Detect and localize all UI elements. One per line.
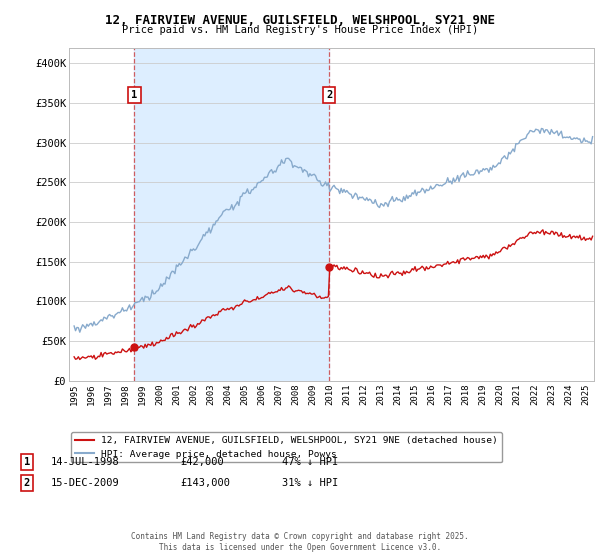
Text: Contains HM Land Registry data © Crown copyright and database right 2025.
This d: Contains HM Land Registry data © Crown c… (131, 532, 469, 552)
Text: 47% ↓ HPI: 47% ↓ HPI (282, 457, 338, 467)
Text: 2: 2 (326, 90, 332, 100)
Text: 14-JUL-1998: 14-JUL-1998 (51, 457, 120, 467)
Text: 31% ↓ HPI: 31% ↓ HPI (282, 478, 338, 488)
Text: 2: 2 (24, 478, 30, 488)
Text: 12, FAIRVIEW AVENUE, GUILSFIELD, WELSHPOOL, SY21 9NE: 12, FAIRVIEW AVENUE, GUILSFIELD, WELSHPO… (105, 14, 495, 27)
Text: 1: 1 (131, 90, 137, 100)
Text: 15-DEC-2009: 15-DEC-2009 (51, 478, 120, 488)
Text: Price paid vs. HM Land Registry's House Price Index (HPI): Price paid vs. HM Land Registry's House … (122, 25, 478, 35)
Text: £42,000: £42,000 (180, 457, 224, 467)
Text: £143,000: £143,000 (180, 478, 230, 488)
Text: 1: 1 (24, 457, 30, 467)
Bar (134, 48, 329, 381)
Legend: 12, FAIRVIEW AVENUE, GUILSFIELD, WELSHPOOL, SY21 9NE (detached house), HPI: Aver: 12, FAIRVIEW AVENUE, GUILSFIELD, WELSHPO… (71, 432, 502, 463)
